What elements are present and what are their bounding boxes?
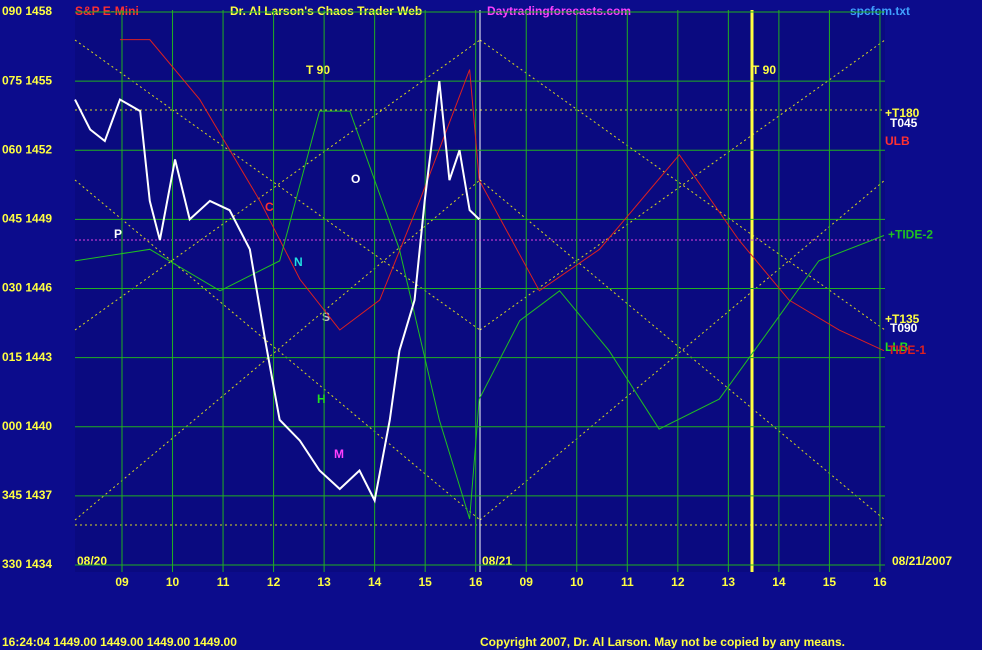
x-tick-label: 09 <box>520 575 534 589</box>
annotation: M <box>334 447 344 461</box>
annotation: C <box>265 200 274 214</box>
annotation: P <box>114 227 122 241</box>
date-end: 08/21/2007 <box>892 554 952 568</box>
y-tick-label: 060 1452 <box>2 142 52 156</box>
y-tick-label: 045 1449 <box>2 212 52 226</box>
y-tick-label: 090 1458 <box>2 4 52 18</box>
annotation: T 90 <box>306 63 330 77</box>
annotation: N <box>294 255 303 269</box>
x-tick-label: 12 <box>671 575 685 589</box>
x-tick-label: 13 <box>317 575 331 589</box>
y-tick-label: 075 1455 <box>2 73 52 87</box>
x-tick-label: 10 <box>166 575 180 589</box>
x-tick-label: 14 <box>368 575 382 589</box>
annotation: +T180 <box>885 106 920 120</box>
x-tick-label: 10 <box>570 575 584 589</box>
annotation: T090 <box>890 321 918 335</box>
series-line <box>119 39 885 352</box>
series-line <box>74 110 885 520</box>
chart-title: Dr. Al Larson's Chaos Trader Web <box>230 4 422 18</box>
x-tick-label: 16 <box>469 575 483 589</box>
date-mid: 08/21 <box>482 554 512 568</box>
annotation: ULB <box>885 134 910 148</box>
x-tick-label: 12 <box>267 575 281 589</box>
x-tick-label: 14 <box>772 575 786 589</box>
legend-label: TIDE-1 <box>888 343 926 357</box>
legend-label: +TIDE-2 <box>888 228 933 242</box>
annotation: LLB <box>885 340 909 354</box>
annotation: H <box>317 392 326 406</box>
annotation: +T135 <box>885 312 920 326</box>
header-left: S&P E-Mini <box>75 4 139 18</box>
annotation: O <box>351 172 360 186</box>
copyright: Copyright 2007, Dr. Al Larson. May not b… <box>480 635 845 649</box>
y-tick-label: 030 1446 <box>2 281 52 295</box>
annotation: T045 <box>890 116 918 130</box>
x-tick-label: 11 <box>217 575 230 589</box>
x-tick-label: 13 <box>722 575 736 589</box>
annotation: T 90 <box>752 63 776 77</box>
x-tick-label: 15 <box>418 575 432 589</box>
x-tick-label: 16 <box>873 575 887 589</box>
x-tick-label: 11 <box>621 575 634 589</box>
x-tick-label: 15 <box>823 575 837 589</box>
x-tick-label: 09 <box>115 575 129 589</box>
y-tick-label: 330 1434 <box>2 557 52 571</box>
y-tick-label: 015 1443 <box>2 350 52 364</box>
price-line <box>74 81 480 504</box>
footer-quote: 16:24:04 1449.00 1449.00 1449.00 1449.00 <box>2 635 237 649</box>
header-site: Daytradingforecasts.com <box>487 4 631 18</box>
y-tick-label: 000 1440 <box>2 419 52 433</box>
annotation: S <box>322 310 330 324</box>
y-tick-label: 345 1437 <box>2 488 52 502</box>
date-start: 08/20 <box>77 554 107 568</box>
